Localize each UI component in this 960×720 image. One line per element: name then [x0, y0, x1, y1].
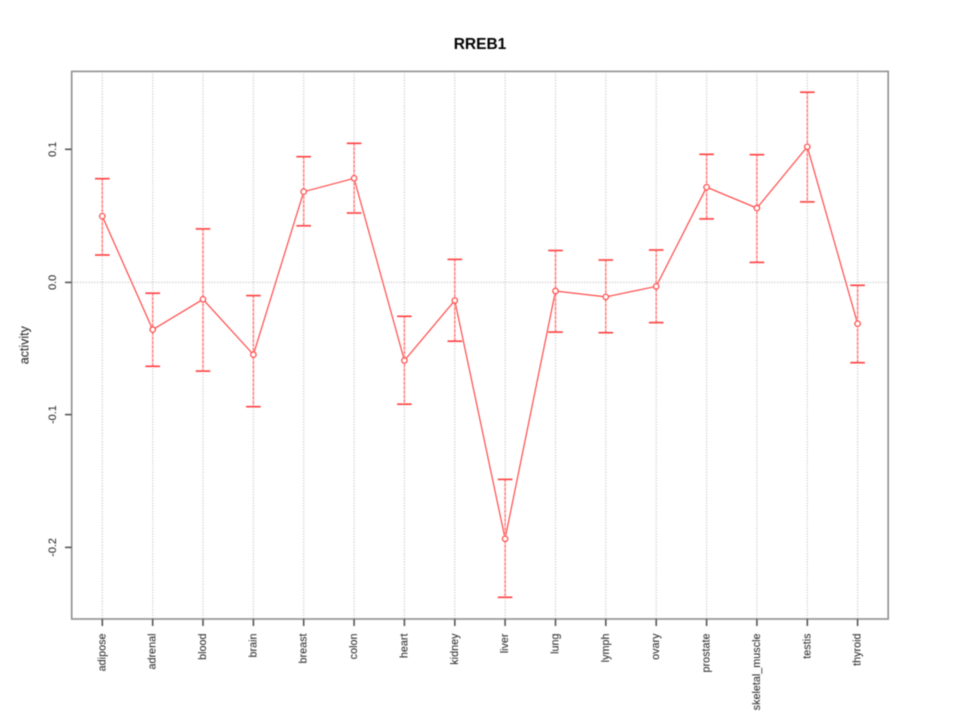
- svg-text:brain: brain: [247, 634, 259, 658]
- svg-text:RREB1: RREB1: [454, 36, 507, 53]
- svg-text:lymph: lymph: [600, 634, 612, 663]
- svg-text:liver: liver: [499, 633, 511, 653]
- svg-text:0.1: 0.1: [47, 142, 59, 157]
- svg-text:0.0: 0.0: [47, 275, 59, 290]
- svg-text:lung: lung: [550, 634, 562, 654]
- svg-text:activity: activity: [18, 325, 32, 364]
- svg-text:blood: blood: [197, 634, 209, 660]
- svg-text:adipose: adipose: [96, 634, 108, 672]
- svg-text:prostate: prostate: [701, 634, 713, 673]
- svg-text:kidney: kidney: [449, 633, 461, 665]
- svg-text:heart: heart: [398, 633, 410, 658]
- svg-text:-0.1: -0.1: [47, 405, 59, 424]
- svg-text:thyroid: thyroid: [852, 634, 864, 666]
- svg-text:-0.2: -0.2: [47, 538, 59, 557]
- svg-text:skeletal_muscle: skeletal_muscle: [751, 634, 763, 711]
- svg-text:ovary: ovary: [650, 633, 662, 660]
- svg-text:adrenal: adrenal: [147, 634, 159, 670]
- svg-text:breast: breast: [298, 634, 310, 664]
- svg-text:colon: colon: [348, 634, 360, 660]
- svg-text:testis: testis: [801, 633, 813, 659]
